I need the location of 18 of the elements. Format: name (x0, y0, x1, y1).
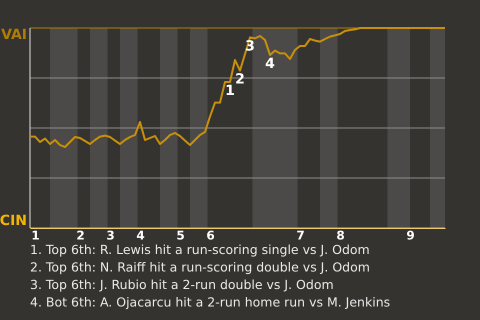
text: 1. Top 6th: R. Lewis hit a run-scoring single vs J. Odom (30, 242, 370, 257)
x-tick-label: 1 (31, 228, 40, 242)
x-tick-label: 4 (136, 228, 145, 242)
ref-line-label: VAI (1, 27, 27, 43)
x-tick-label: 8 (336, 228, 345, 242)
text: 2. Top 6th: N. Raiff hit a run-scoring double vs J. Odom (30, 260, 370, 274)
x-tick-label: 9 (406, 228, 415, 242)
x-tick-label: 3 (106, 228, 115, 242)
annotation: 4 (265, 56, 276, 72)
x-tick-label: 7 (296, 228, 305, 242)
text: 3. Top 6th: J. Rubio hit a 2-run double vs J. Odom (30, 277, 334, 292)
text: 4. Bot 6th: A. Ojacarcu hit a 2-run home run vs M. Jenkins (30, 294, 390, 310)
annotation: 2 (235, 72, 245, 88)
annotation: 1 (225, 83, 235, 99)
x-tick-label: 6 (206, 228, 215, 242)
ref-line-label: CIN (0, 213, 27, 229)
x-tick-label: 5 (176, 228, 185, 242)
x-tick-label: 2 (76, 228, 85, 242)
